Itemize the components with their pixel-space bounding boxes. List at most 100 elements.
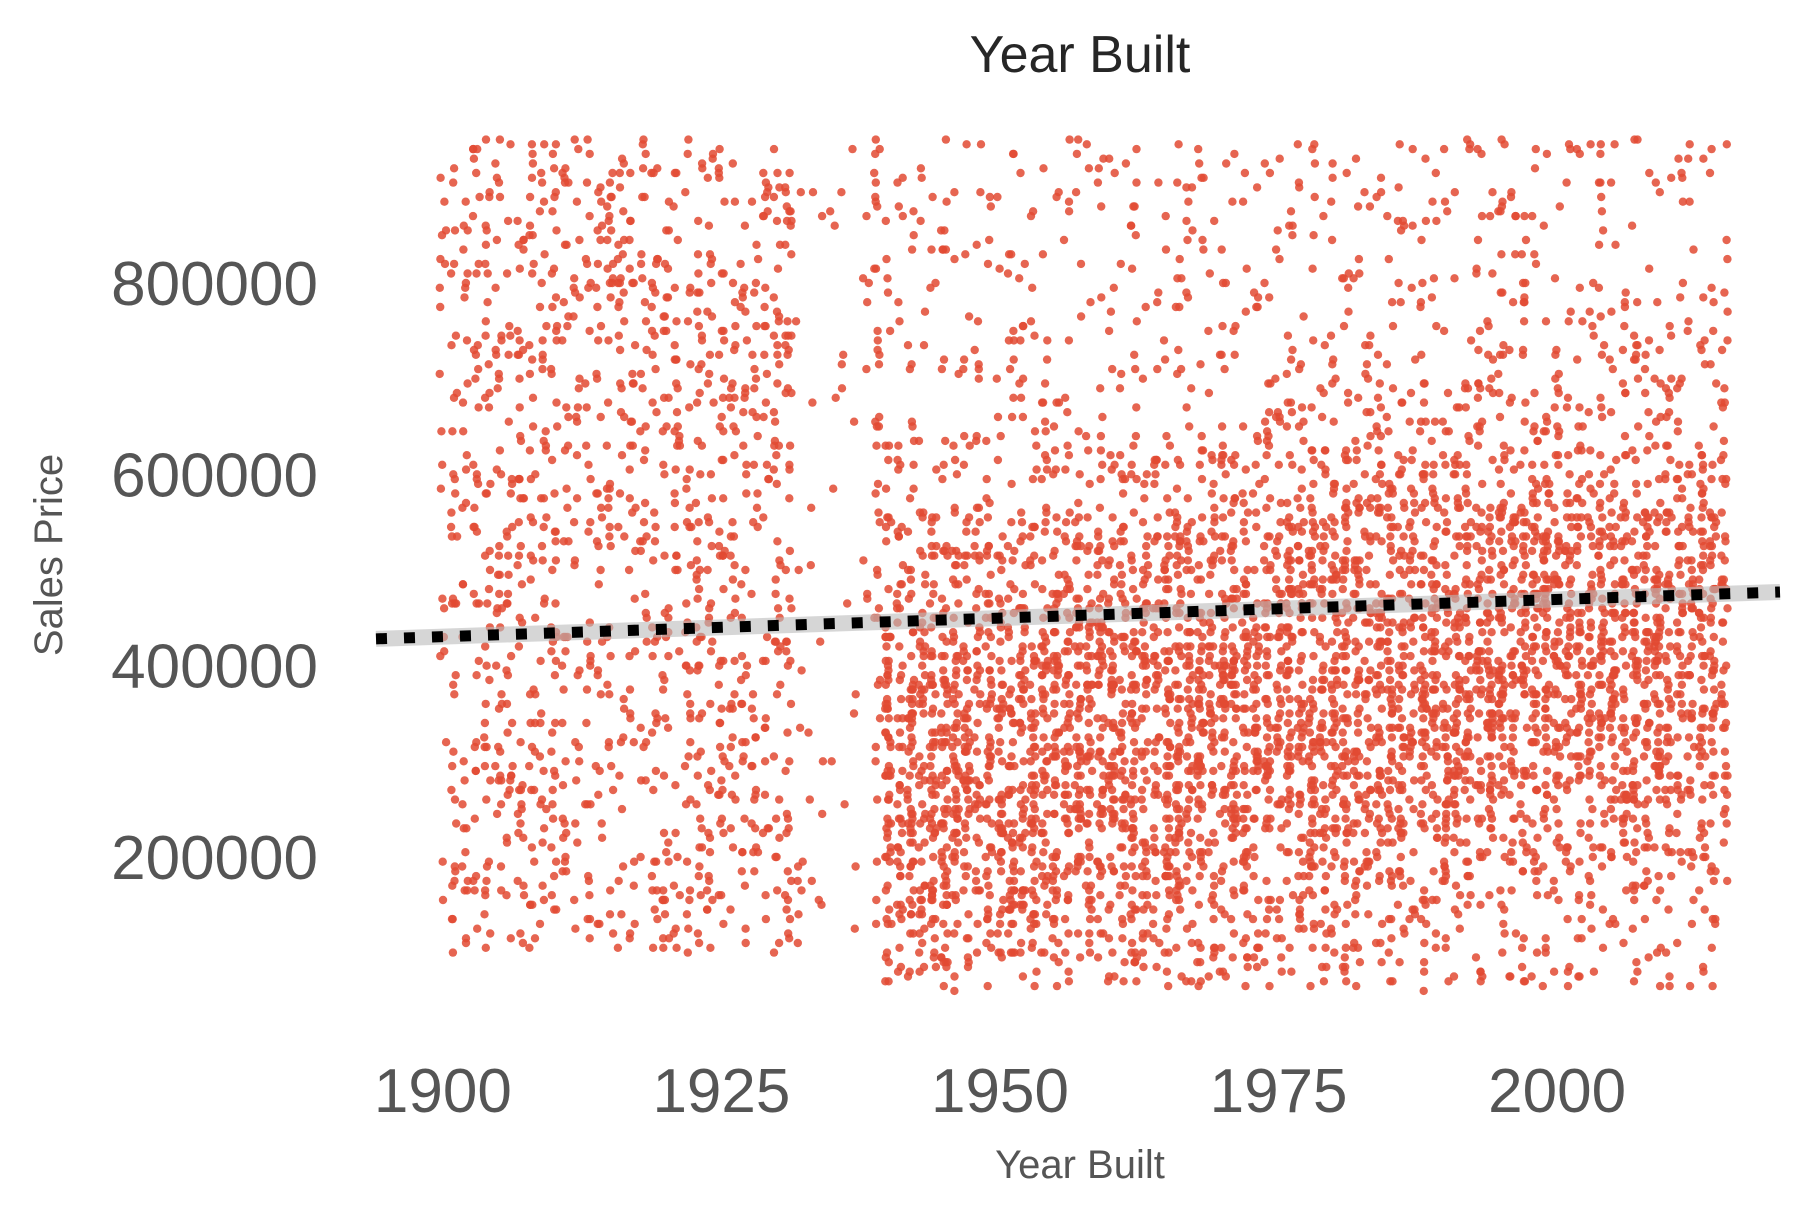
scatter-point — [474, 364, 483, 374]
scatter-point — [437, 427, 446, 436]
scatter-point — [1676, 848, 1685, 857]
scatter-point — [1310, 140, 1319, 149]
scatter-point — [1522, 518, 1531, 527]
scatter-point — [849, 709, 859, 718]
scatter-point — [939, 355, 949, 364]
scatter-point — [638, 384, 647, 393]
scatter-point — [920, 671, 930, 680]
scatter-point — [920, 307, 930, 316]
scatter-point — [728, 278, 738, 288]
scatter-point — [485, 565, 495, 575]
scatter-point — [1500, 455, 1509, 465]
scatter-point — [781, 188, 790, 197]
scatter-point — [737, 651, 747, 661]
scatter-point — [484, 584, 494, 594]
scatter-point — [1419, 761, 1429, 771]
scatter-point — [1329, 848, 1339, 857]
scatter-point — [1485, 513, 1494, 522]
scatter-point — [975, 699, 984, 709]
scatter-point — [481, 259, 490, 269]
scatter-point — [1252, 302, 1261, 312]
scatter-point — [1455, 680, 1464, 689]
scatter-point — [1139, 804, 1148, 814]
scatter-point — [1485, 211, 1495, 221]
scatter-point — [984, 628, 993, 637]
scatter-point — [1026, 317, 1036, 326]
scatter-point — [1461, 489, 1471, 498]
scatter-point — [871, 149, 880, 159]
scatter-point — [1306, 828, 1315, 838]
scatter-point — [918, 938, 927, 948]
scatter-point — [709, 398, 718, 407]
scatter-point — [1673, 384, 1682, 393]
scatter-point — [1723, 307, 1732, 316]
scatter-point — [491, 283, 500, 292]
scatter-point — [730, 690, 739, 699]
scatter-point — [793, 876, 802, 886]
scatter-point — [729, 532, 739, 541]
scatter-point — [1164, 541, 1173, 551]
scatter-point — [515, 264, 524, 273]
scatter-point — [1254, 632, 1263, 642]
scatter-point — [1195, 159, 1204, 168]
scatter-point — [1141, 680, 1150, 689]
scatter-point — [1321, 642, 1330, 651]
scatter-point — [1072, 680, 1081, 689]
scatter-point — [1553, 628, 1563, 637]
scatter-point — [752, 240, 761, 249]
scatter-point — [1310, 628, 1319, 637]
scatter-point — [972, 833, 981, 842]
scatter-point — [1440, 197, 1450, 206]
scatter-point — [1549, 876, 1559, 886]
scatter-point — [697, 824, 706, 833]
scatter-point — [982, 436, 991, 446]
scatter-point — [1561, 694, 1570, 704]
scatter-point — [1632, 489, 1642, 498]
scatter-point — [1395, 565, 1405, 575]
scatter-point — [472, 671, 481, 680]
scatter-point — [1065, 628, 1075, 637]
scatter-point — [1441, 833, 1451, 842]
scatter-point — [606, 541, 615, 551]
scatter-point — [1333, 628, 1342, 637]
scatter-point — [1308, 891, 1318, 900]
scatter-point — [737, 867, 746, 876]
scatter-point — [1565, 632, 1575, 642]
scatter-point — [970, 345, 979, 355]
scatter-point — [1195, 656, 1204, 666]
scatter-point — [527, 140, 537, 149]
scatter-point — [1050, 809, 1059, 819]
scatter-point — [1140, 766, 1149, 776]
scatter-point — [1642, 819, 1651, 828]
scatter-point — [548, 785, 557, 795]
scatter-point — [1645, 168, 1654, 178]
scatter-point — [1578, 498, 1587, 508]
scatter-point — [537, 709, 546, 718]
scatter-point — [1709, 747, 1718, 756]
scatter-point — [962, 140, 971, 149]
scatter-point — [1485, 891, 1494, 900]
scatter-point — [686, 561, 696, 570]
scatter-point — [670, 168, 680, 178]
scatter-point — [495, 541, 504, 551]
scatter-point — [1360, 804, 1369, 814]
scatter-point — [1488, 455, 1497, 465]
scatter-point — [1605, 522, 1614, 532]
scatter-point — [1116, 771, 1125, 780]
scatter-point — [730, 608, 740, 618]
scatter-point — [1321, 795, 1330, 804]
scatter-point — [1577, 446, 1586, 455]
scatter-point — [762, 369, 772, 379]
scatter-point — [1061, 948, 1070, 957]
scatter-point — [1083, 867, 1092, 876]
scatter-point — [1585, 307, 1594, 316]
scatter-point — [483, 599, 492, 608]
scatter-point — [1272, 905, 1282, 914]
scatter-point — [560, 446, 570, 455]
scatter-point — [1431, 929, 1441, 938]
scatter-point — [1722, 235, 1731, 245]
scatter-point — [1162, 584, 1171, 594]
scatter-point — [1342, 546, 1351, 556]
scatter-point — [906, 838, 915, 847]
scatter-point — [726, 551, 735, 560]
